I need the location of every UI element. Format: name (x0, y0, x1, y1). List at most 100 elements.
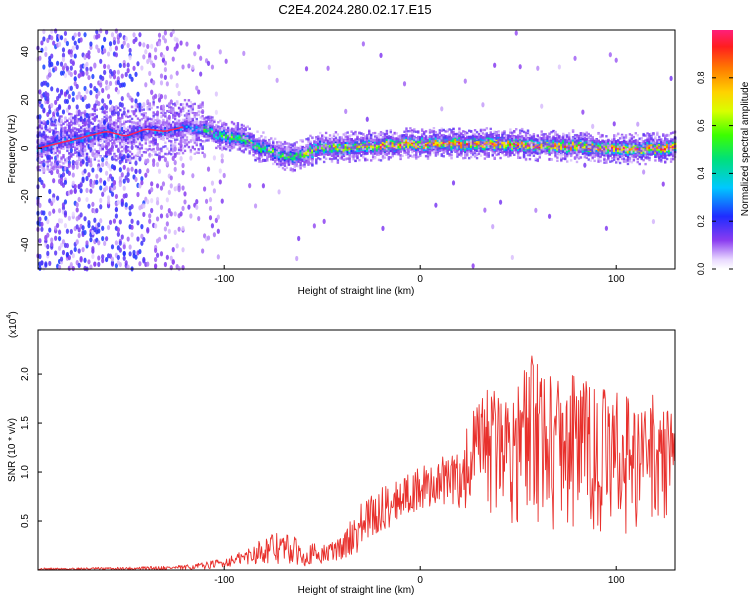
spectrogram-noise-cell (163, 94, 167, 100)
spectrogram-halo-cell (183, 126, 187, 130)
spectrogram-noise-cell (128, 244, 132, 250)
spectrogram-halo-cell (395, 141, 398, 144)
spectrogram-halo-cell (46, 148, 49, 151)
spectrogram-halo-cell (191, 127, 195, 131)
spectrogram-noise-cell (112, 39, 117, 46)
spectrogram-halo-cell (242, 149, 245, 152)
spectrogram-ridge-cell (221, 131, 224, 136)
spectrogram-ridge-cell (152, 131, 156, 135)
spectrogram-ridge-cell (315, 149, 318, 153)
spectrogram-ridge-cell (293, 162, 297, 166)
spectrogram-halo-cell (454, 135, 457, 138)
spectrogram-halo-cell (174, 123, 177, 127)
spectrogram-halo-cell (283, 140, 287, 144)
spectrogram-halo-cell (270, 137, 273, 140)
spectrogram-ridge-cell (364, 137, 367, 142)
spectrogram-halo-cell (172, 113, 175, 117)
spectrogram-halo-cell (381, 155, 385, 158)
spectrogram-noise-cell (89, 264, 93, 270)
spectrogram-halo-cell (440, 153, 443, 156)
spectrogram-ridge-cell (89, 135, 93, 139)
spectrogram-ridge-cell (103, 128, 107, 132)
spectrogram-halo-cell (64, 120, 67, 124)
spectrogram-noise-cell (128, 47, 132, 54)
spectrogram-ridge-cell (270, 157, 273, 161)
spectrogram-ridge-cell (244, 133, 248, 137)
spectrogram-halo-cell (242, 136, 245, 139)
spectrogram-noise-cell (114, 52, 118, 58)
spectrogram-halo-cell (144, 130, 147, 133)
spectrogram-ridge-cell (460, 145, 463, 149)
spectrogram-halo-cell (150, 118, 153, 121)
spectrogram-ridge-cell (183, 130, 187, 134)
spectrogram-halo-cell (452, 132, 455, 136)
spectrogram-noise-cell (122, 185, 126, 191)
spectrogram-halo-cell (444, 130, 447, 133)
spectrogram-halo-cell (440, 137, 443, 141)
spectrogram-halo-cell (334, 131, 338, 134)
spectrogram-halo-cell (285, 146, 289, 149)
spectrogram-halo-cell (91, 107, 95, 111)
spectrogram-halo-cell (70, 145, 73, 149)
spectrogram-ridge-cell (283, 158, 287, 162)
spectrogram-ridge-cell (407, 143, 410, 147)
spectrogram-halo-cell (142, 136, 146, 140)
spectrogram-halo-cell (395, 146, 398, 149)
spectrogram-halo-cell (48, 130, 51, 133)
spectrogram-halo-cell (199, 128, 202, 132)
spectrogram-halo-cell (97, 152, 100, 155)
spectrogram-noise-cell (114, 213, 118, 219)
spectrogram-halo-cell (174, 138, 177, 141)
spectrogram-ridge-cell (150, 125, 154, 129)
spectrogram-halo-cell (291, 152, 294, 156)
spectrogram-halo-cell (340, 149, 343, 153)
spectrogram-halo-cell (377, 151, 381, 154)
spectrogram-ridge-cell (248, 139, 252, 143)
spectrogram-ridge-cell (138, 126, 142, 130)
spectrogram-noise-cell (122, 251, 126, 257)
spectrogram-noise-cell (75, 104, 79, 110)
spectrogram-halo-cell (181, 151, 185, 155)
spectrogram-halo-cell (344, 132, 347, 135)
spectrogram-halo-cell (130, 125, 134, 129)
spectrogram-halo-cell (428, 150, 432, 153)
spectrogram-halo-cell (162, 127, 165, 130)
spectrogram-ridge-cell (268, 143, 271, 147)
spectrogram-ridge-cell (311, 157, 314, 161)
spectrogram-halo-cell (205, 117, 208, 121)
spectrogram-noise-cell (52, 178, 56, 184)
spectrogram-halo-cell (209, 115, 212, 119)
spectrogram-halo-cell (226, 139, 230, 143)
spectrogram-halo-cell (195, 113, 198, 117)
spectrogram-halo-cell (205, 116, 208, 119)
spectrogram-ridge-cell (321, 146, 324, 150)
spectrogram-halo-cell (134, 132, 138, 136)
spectrogram-ridge-cell (89, 128, 93, 132)
spectrogram-noise-cell (95, 173, 99, 179)
spectrogram-noise-cell (116, 89, 120, 95)
spectrogram-noise-cell (212, 155, 216, 161)
spectrogram-noise-cell (112, 69, 117, 76)
spectrogram-ridge-cell (44, 147, 48, 151)
spectrogram-halo-cell (373, 149, 377, 152)
spectrogram-halo-cell (197, 106, 200, 110)
spectrogram-halo-cell (254, 142, 257, 145)
spectrogram-noise-cell (46, 96, 50, 102)
spectrogram-halo-cell (126, 146, 130, 149)
spectrogram-halo-cell (424, 140, 428, 143)
spectrogram-halo-cell (154, 138, 157, 141)
spectrogram-noise-cell (195, 85, 199, 91)
spectrogram-halo-cell (56, 156, 59, 159)
spectrogram-halo-cell (426, 152, 430, 155)
spectrogram-halo-cell (83, 109, 87, 113)
spectrogram-noise-cell (110, 244, 115, 250)
spectrogram-halo-cell (244, 137, 247, 140)
spectrogram-halo-cell (181, 137, 185, 141)
spectrogram-noise-cell (73, 246, 77, 253)
spectrogram-ridge-cell (391, 143, 395, 147)
spectrogram-halo-cell (128, 161, 132, 164)
spectrogram-halo-cell (38, 151, 42, 154)
spectrogram-ridge-cell (195, 120, 199, 124)
spectrogram-noise-cell (116, 76, 120, 82)
spectrogram-halo-cell (130, 142, 134, 145)
